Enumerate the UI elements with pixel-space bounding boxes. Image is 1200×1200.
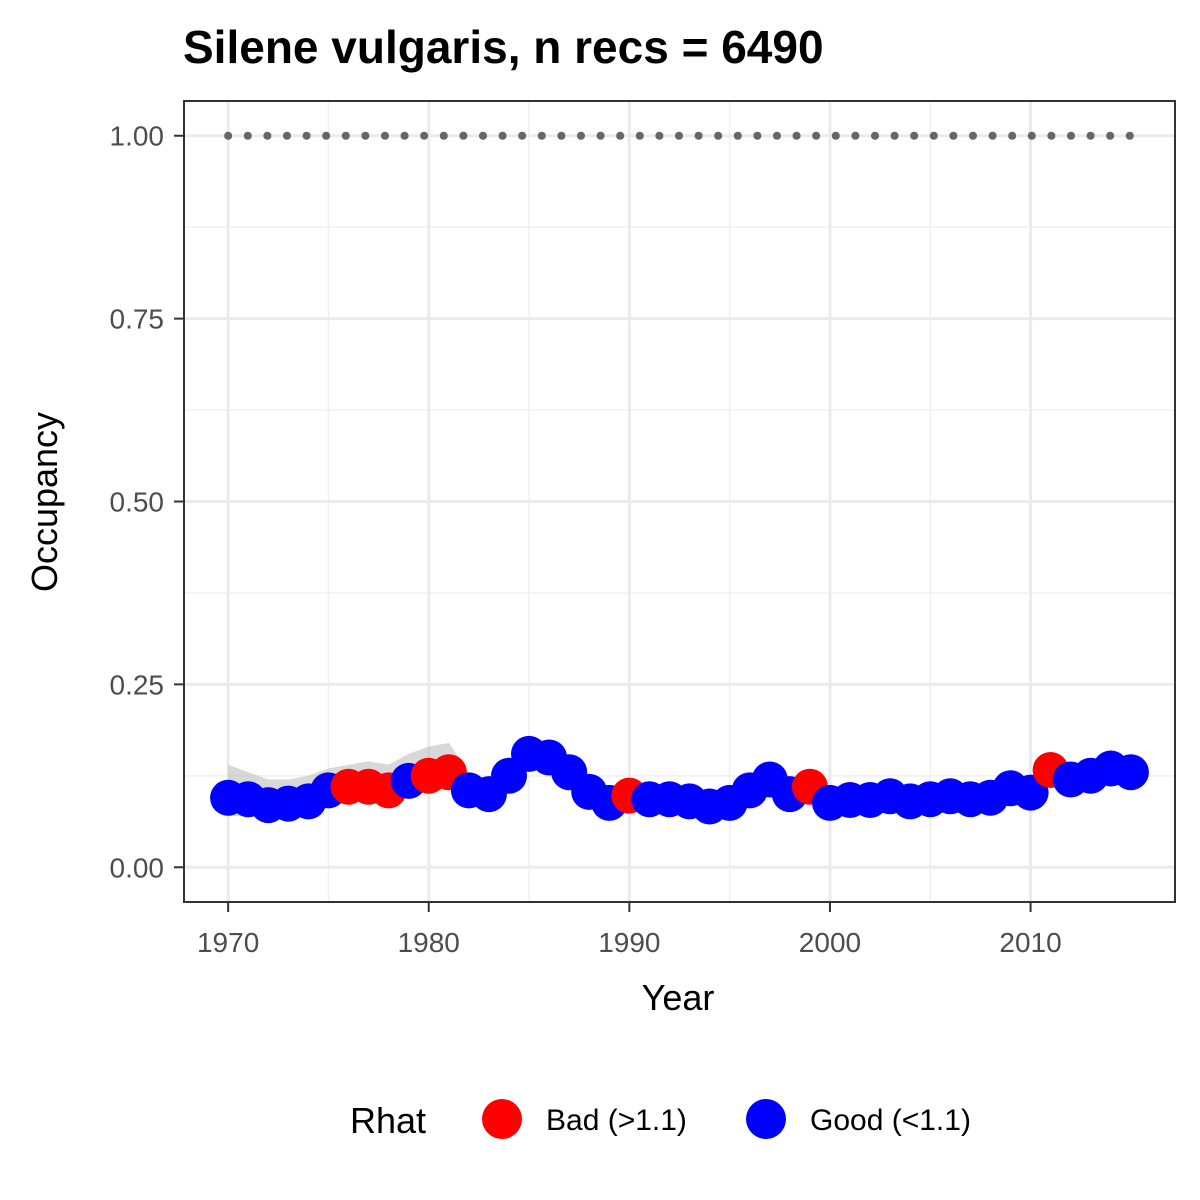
legend-key-0	[482, 1099, 522, 1139]
x-tick-label: 1990	[598, 927, 660, 958]
y-tick-label: 1.00	[110, 121, 165, 152]
y-axis-title: Occupancy	[24, 412, 65, 592]
y-tick-label: 0.25	[110, 669, 165, 700]
y-tick-label: 0.00	[110, 852, 165, 883]
legend-entries: Bad (>1.1) Good (<1.1)	[482, 1099, 971, 1139]
x-tick-label: 2010	[999, 927, 1061, 958]
axes: 1970 1980 1990 2000 2010 0.00 0.25 0.50 0.75 1.00	[110, 121, 1062, 958]
x-axis-title: Year	[642, 977, 715, 1018]
data-points	[210, 735, 1149, 825]
legend-label-0: Bad (>1.1)	[546, 1104, 687, 1137]
legend: Rhat Bad (>1.1) Good (<1.1)	[350, 1099, 971, 1141]
y-tick-label: 0.75	[110, 304, 165, 335]
data-point-2015	[1112, 754, 1149, 791]
legend-title: Rhat	[350, 1100, 426, 1141]
x-tick-label: 2000	[799, 927, 861, 958]
legend-label-1: Good (<1.1)	[810, 1104, 971, 1137]
chart-title: Silene vulgaris, n recs = 6490	[183, 21, 824, 73]
x-tick-label: 1970	[197, 927, 259, 958]
legend-key-1	[746, 1099, 786, 1139]
y-tick-label: 0.50	[110, 487, 165, 518]
x-tick-label: 1980	[398, 927, 460, 958]
